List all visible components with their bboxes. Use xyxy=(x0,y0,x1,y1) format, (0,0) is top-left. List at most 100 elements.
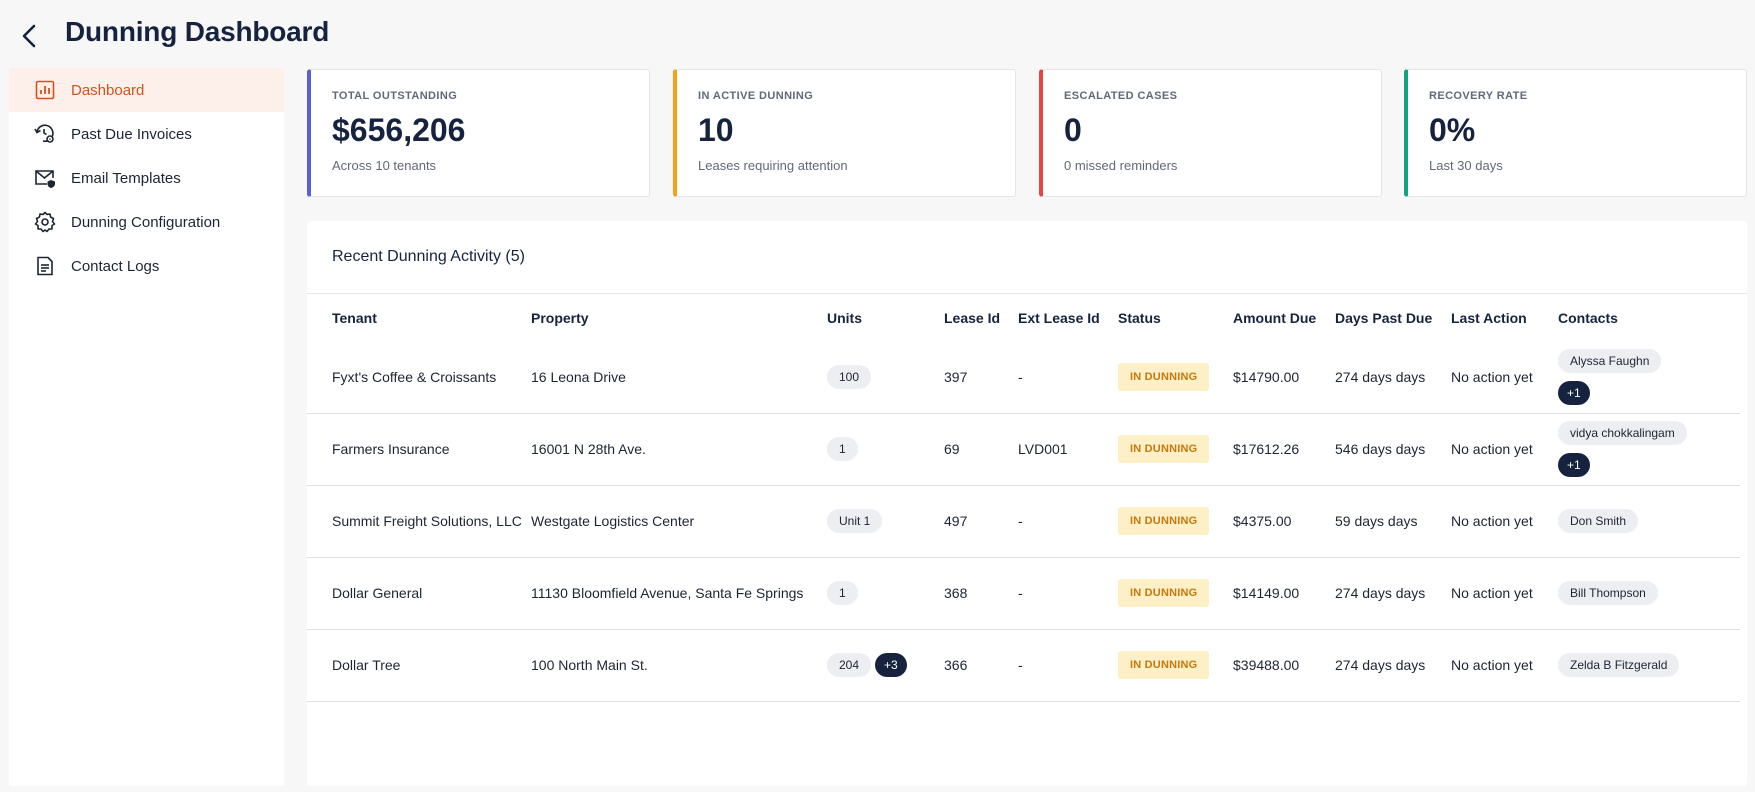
ext-lease-id-cell: - xyxy=(1018,557,1118,630)
days-past-due-cell: 274 days days xyxy=(1335,557,1451,630)
back-button[interactable] xyxy=(20,20,44,52)
sidebar-item-label: Contact Logs xyxy=(71,257,160,275)
lease-id-cell: 69 xyxy=(944,413,1018,486)
unit-chip: 1 xyxy=(827,437,858,461)
last-action-cell: No action yet xyxy=(1451,485,1558,558)
unit-chip: Unit 1 xyxy=(827,509,883,533)
column-header-units[interactable]: Units xyxy=(827,309,862,326)
status-badge: IN DUNNING xyxy=(1118,579,1210,607)
table-row[interactable]: Summit Freight Solutions, LLC Westgate L… xyxy=(307,485,1740,558)
table-row[interactable]: Farmers Insurance 16001 N 28th Ave. 1 69… xyxy=(307,413,1740,486)
contacts-cell: vidya chokkalingam +1 xyxy=(1558,413,1740,486)
contact-chip[interactable]: Don Smith xyxy=(1558,509,1639,533)
property-cell: Westgate Logistics Center xyxy=(531,485,827,558)
contacts-cell: Bill Thompson xyxy=(1558,557,1740,630)
card-recovery-rate: RECOVERY RATE 0% Last 30 days xyxy=(1404,69,1747,197)
card-value: 10 xyxy=(698,112,734,148)
column-header-ext-lease-id[interactable]: Ext Lease Id xyxy=(1018,309,1100,326)
ext-lease-id-cell: LVD001 xyxy=(1018,413,1118,486)
tenant-cell: Summit Freight Solutions, LLC xyxy=(307,485,531,558)
contact-chip[interactable]: Bill Thompson xyxy=(1558,581,1658,605)
table-row[interactable]: Dollar Tree 100 North Main St. 204 +3 366… xyxy=(307,629,1740,702)
unit-chip: 100 xyxy=(827,364,872,389)
card-value: $656,206 xyxy=(332,112,466,148)
contact-chip[interactable]: Alyssa Faughn xyxy=(1558,348,1662,373)
column-header-contacts[interactable]: Contacts xyxy=(1558,309,1618,326)
contact-chip[interactable]: vidya chokkalingam xyxy=(1558,421,1687,445)
status-badge: IN DUNNING xyxy=(1118,651,1210,679)
lease-id-cell: 397 xyxy=(944,341,1018,414)
status-cell: IN DUNNING xyxy=(1118,557,1233,630)
contacts-cell: Don Smith xyxy=(1558,485,1740,558)
ext-lease-id-cell: - xyxy=(1018,485,1118,558)
property-cell: 11130 Bloomfield Avenue, Santa Fe Spring… xyxy=(531,557,827,630)
contacts-cell: Alyssa Faughn +1 xyxy=(1558,341,1740,414)
header: Dunning Dashboard xyxy=(0,0,1755,70)
contact-chip[interactable]: Zelda B Fitzgerald xyxy=(1558,653,1680,677)
mail-shield-icon xyxy=(34,167,56,189)
days-past-due-cell: 59 days days xyxy=(1335,485,1451,558)
amount-due-cell: $4375.00 xyxy=(1233,485,1335,558)
table-row[interactable]: Dollar General 11130 Bloomfield Avenue, … xyxy=(307,557,1740,630)
last-action-cell: No action yet xyxy=(1451,341,1558,414)
document-icon xyxy=(34,255,56,277)
amount-due-cell: $17612.26 xyxy=(1233,413,1335,486)
unit-chip: 204 xyxy=(827,653,872,677)
card-escalated-cases: ESCALATED CASES 0 0 missed reminders xyxy=(1039,69,1382,197)
more-contacts-chip[interactable]: +1 xyxy=(1558,380,1590,405)
column-header-property[interactable]: Property xyxy=(531,309,589,326)
days-past-due-cell: 546 days days xyxy=(1335,413,1451,486)
sidebar-item-label: Dashboard xyxy=(71,81,145,99)
card-value: 0 xyxy=(1064,112,1082,148)
table-row[interactable]: Fyxt's Coffee & Croissants 16 Leona Driv… xyxy=(307,341,1740,414)
column-header-last-action[interactable]: Last Action xyxy=(1451,309,1527,326)
property-cell: 16001 N 28th Ave. xyxy=(531,413,827,486)
card-label: IN ACTIVE DUNNING xyxy=(698,90,814,102)
column-header-days-past-due[interactable]: Days Past Due xyxy=(1335,309,1433,326)
sidebar: Dashboard Past Due Invoices Email Templa… xyxy=(9,68,284,786)
status-cell: IN DUNNING xyxy=(1118,629,1233,702)
column-header-tenant[interactable]: Tenant xyxy=(332,309,377,326)
history-gear-icon xyxy=(34,123,56,145)
more-contacts-chip[interactable]: +1 xyxy=(1558,453,1590,477)
sidebar-item-label: Dunning Configuration xyxy=(71,213,221,231)
card-label: ESCALATED CASES xyxy=(1064,90,1178,102)
days-past-due-cell: 274 days days xyxy=(1335,341,1451,414)
sidebar-item-contact-logs[interactable]: Contact Logs xyxy=(9,244,284,288)
units-cell: 100 xyxy=(827,341,944,414)
sidebar-item-email-templates[interactable]: Email Templates xyxy=(9,156,284,200)
page-title: Dunning Dashboard xyxy=(65,16,330,47)
sidebar-item-label: Past Due Invoices xyxy=(71,125,192,143)
activity-table: Tenant Property Units Lease Id Ext Lease… xyxy=(307,294,1740,702)
amount-due-cell: $14790.00 xyxy=(1233,341,1335,414)
table-header-row: Tenant Property Units Lease Id Ext Lease… xyxy=(307,294,1740,341)
property-cell: 100 North Main St. xyxy=(531,629,827,702)
units-cell: 204 +3 xyxy=(827,629,944,702)
gear-icon xyxy=(34,211,56,233)
tenant-cell: Dollar General xyxy=(307,557,531,630)
ext-lease-id-cell: - xyxy=(1018,629,1118,702)
sidebar-item-dashboard[interactable]: Dashboard xyxy=(9,68,284,112)
status-badge: IN DUNNING xyxy=(1118,362,1210,391)
tenant-cell: Dollar Tree xyxy=(307,629,531,702)
card-subtitle: Leases requiring attention xyxy=(698,158,848,173)
status-cell: IN DUNNING xyxy=(1118,485,1233,558)
card-label: TOTAL OUTSTANDING xyxy=(332,90,458,102)
amount-due-cell: $14149.00 xyxy=(1233,557,1335,630)
column-header-amount-due[interactable]: Amount Due xyxy=(1233,309,1317,326)
card-subtitle: 0 missed reminders xyxy=(1064,158,1178,173)
recent-activity-panel: Recent Dunning Activity (5) Tenant Prope… xyxy=(307,221,1747,786)
lease-id-cell: 497 xyxy=(944,485,1018,558)
more-units-chip[interactable]: +3 xyxy=(875,653,907,677)
sidebar-item-dunning-configuration[interactable]: Dunning Configuration xyxy=(9,200,284,244)
status-cell: IN DUNNING xyxy=(1118,341,1233,414)
column-header-status[interactable]: Status xyxy=(1118,309,1161,326)
column-header-lease-id[interactable]: Lease Id xyxy=(944,309,1001,326)
sidebar-item-past-due-invoices[interactable]: Past Due Invoices xyxy=(9,112,284,156)
status-badge: IN DUNNING xyxy=(1118,507,1210,535)
last-action-cell: No action yet xyxy=(1451,413,1558,486)
card-total-outstanding: TOTAL OUTSTANDING $656,206 Across 10 ten… xyxy=(307,69,650,197)
chart-icon xyxy=(34,79,56,101)
ext-lease-id-cell: - xyxy=(1018,341,1118,414)
card-subtitle: Across 10 tenants xyxy=(332,158,437,173)
